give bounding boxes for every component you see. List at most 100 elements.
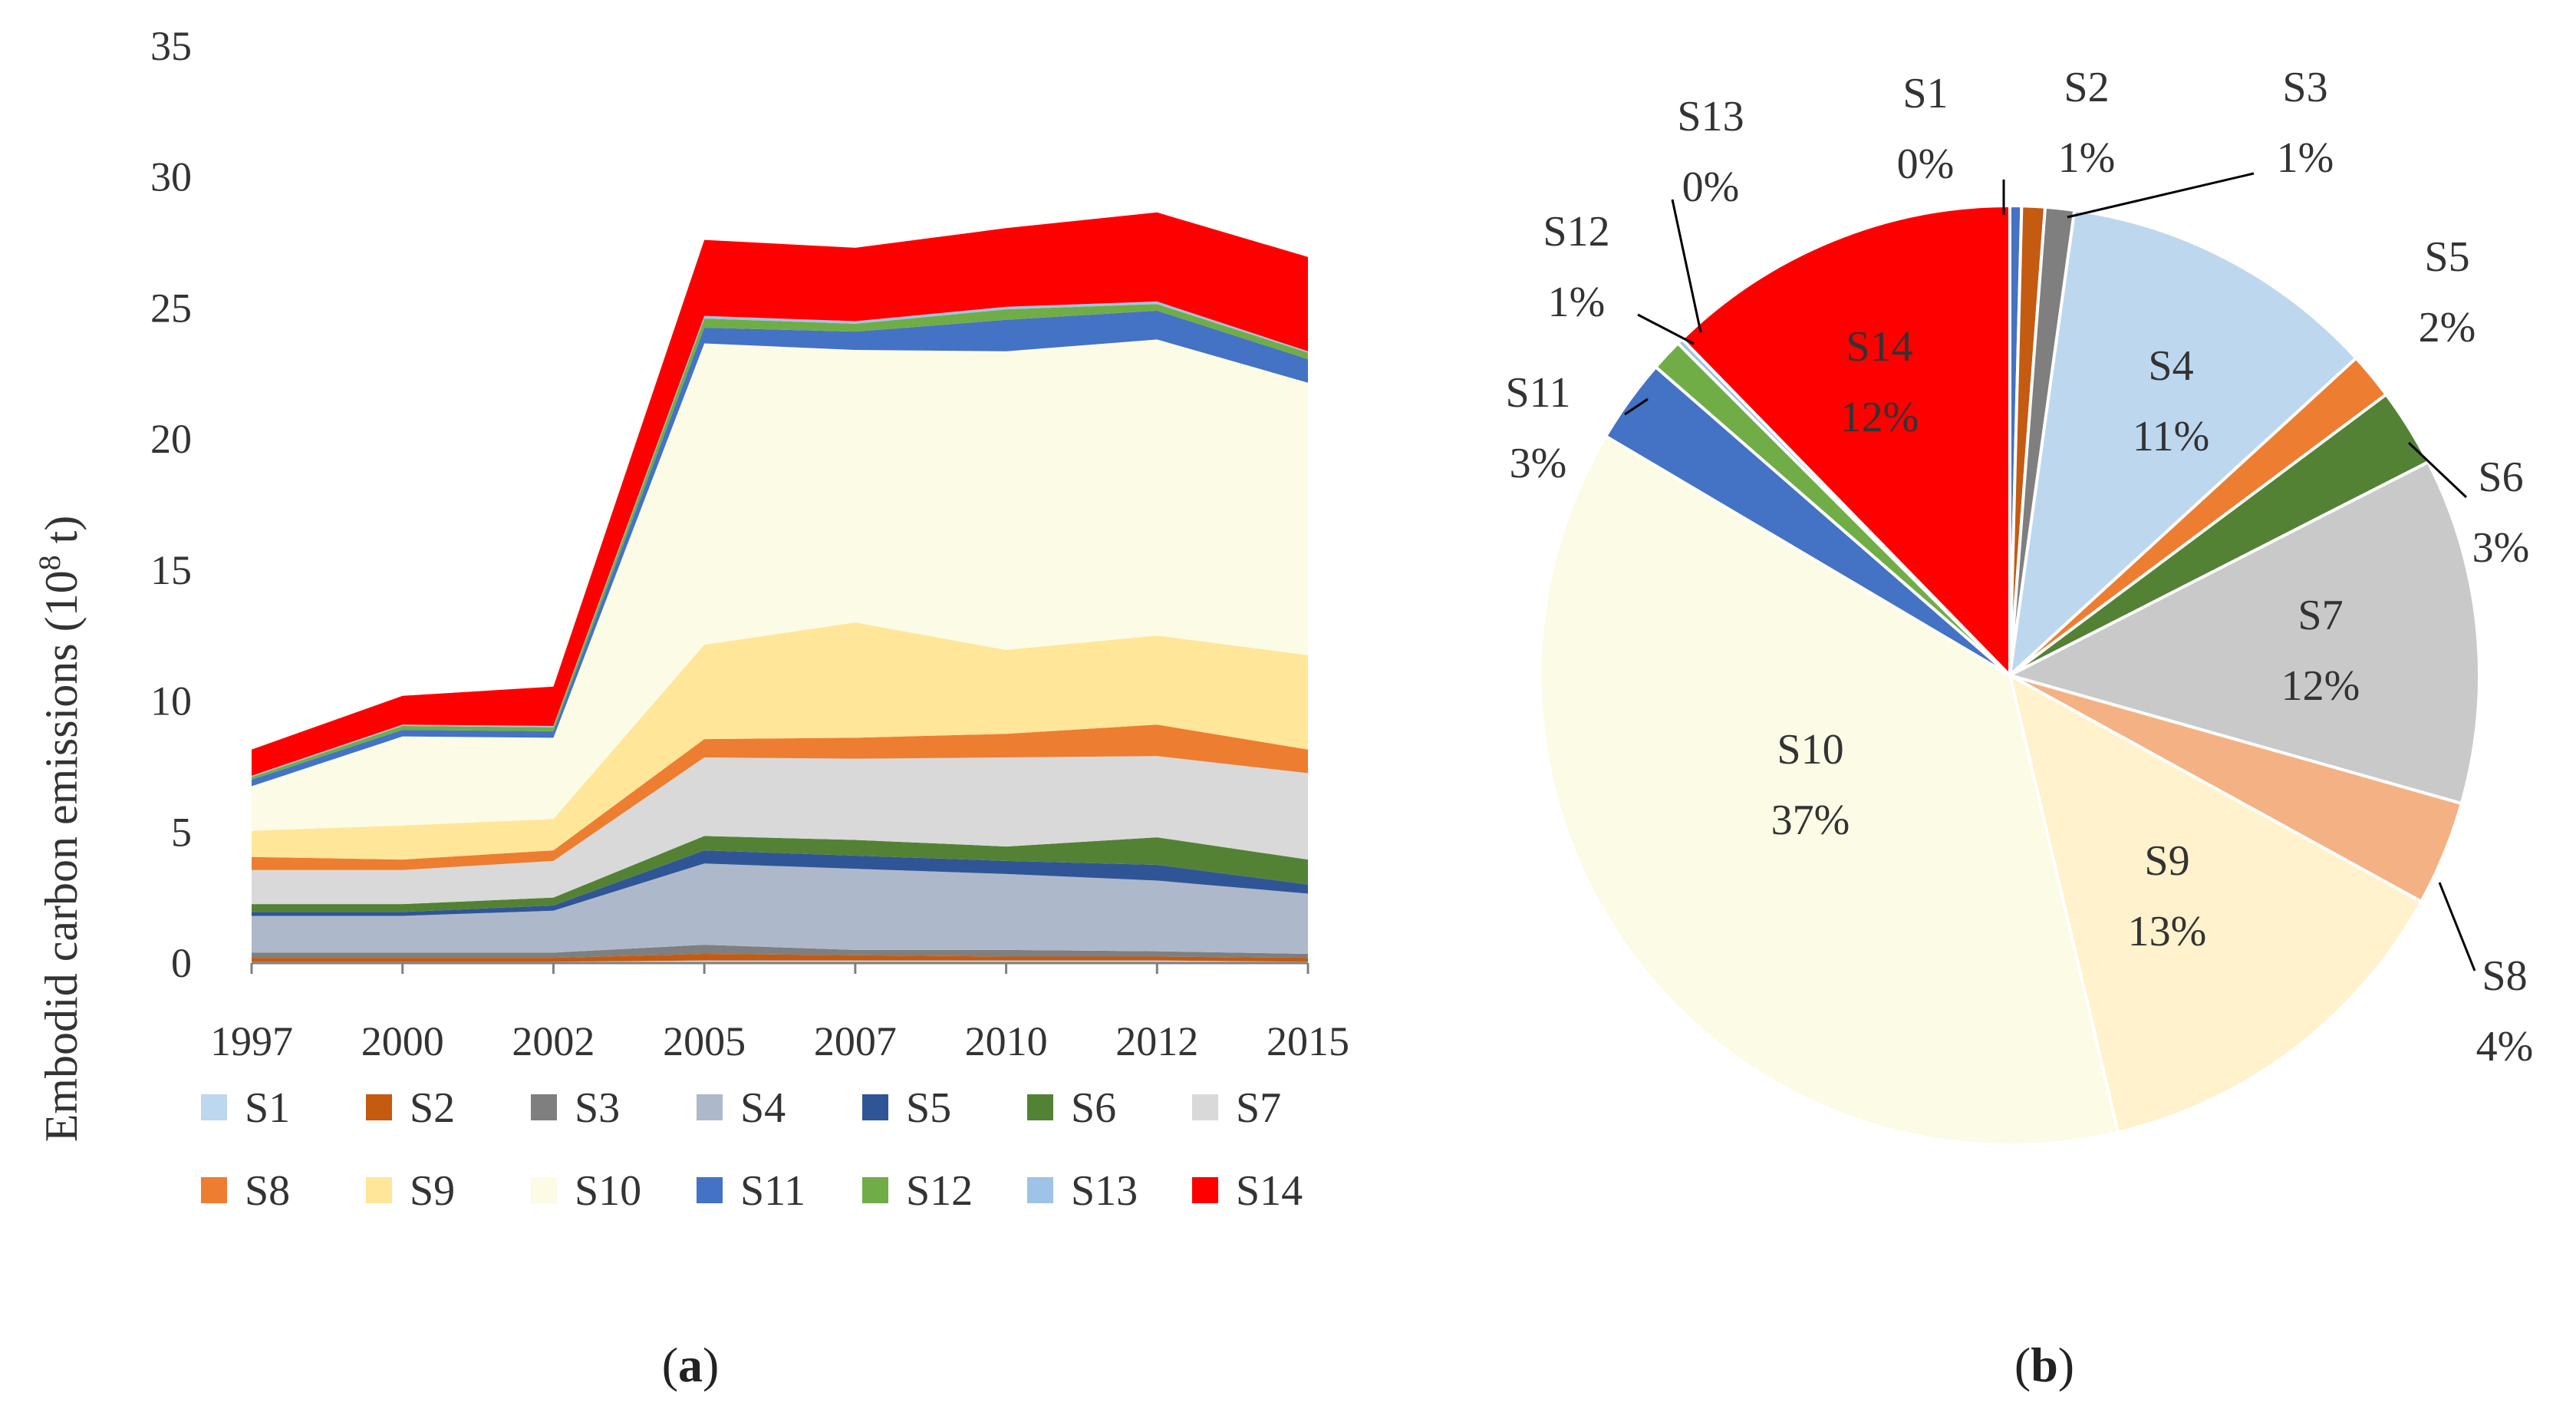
leader-line: [1637, 313, 1695, 345]
area-s8: [252, 724, 1308, 870]
legend-item-s3: S3: [531, 1084, 620, 1132]
caption-a-open: (: [662, 1338, 678, 1392]
caption-b-open: (: [2014, 1338, 2031, 1392]
legend-swatch: [1027, 1177, 1053, 1203]
legend-item-s12: S12: [862, 1167, 973, 1215]
pie-label-pct: 1%: [2058, 134, 2116, 182]
x-tick-labels: 1997 2000 2002 2005 2007 2010 2012 2015: [210, 1018, 1349, 1064]
legend-label: S5: [906, 1084, 951, 1132]
pie-label-pct: 3%: [2472, 524, 2530, 572]
y-axis-label-main: Embodid carbon emissions (10: [36, 570, 87, 1142]
pie-label-pct: 37%: [1771, 797, 1850, 844]
y-tick-label: 30: [150, 154, 192, 200]
legend-swatch: [366, 1094, 392, 1120]
legend-item-s7: S7: [1192, 1084, 1281, 1132]
x-tick-label: 2015: [1267, 1018, 1349, 1064]
pie-label-s6: S63%: [2472, 454, 2530, 572]
legend-swatch: [531, 1094, 557, 1120]
leader-line: [2438, 882, 2476, 972]
caption-b: (b): [2014, 1338, 2074, 1392]
area-s9: [252, 622, 1308, 860]
pie-label-name: S2: [2064, 64, 2109, 111]
area-s14: [252, 212, 1308, 776]
pie-slice-s10: [1539, 434, 2120, 1147]
x-tick-label: 2010: [965, 1018, 1048, 1064]
pie-label-name: S11: [1505, 369, 1570, 417]
pie-labels: S10%S21%S31%S411%S52%S63%S712%S84%S913%S…: [1505, 64, 2533, 1071]
area-s3: [252, 945, 1308, 958]
legend-swatch: [1192, 1094, 1218, 1120]
pie-slice-s14: [1679, 203, 2011, 679]
pie-label-name: S4: [2148, 342, 2193, 390]
pie-label-name: S12: [1543, 208, 1609, 256]
y-tick-label: 20: [150, 416, 192, 462]
legend-swatch: [862, 1177, 888, 1203]
legend-label: S2: [410, 1084, 455, 1132]
pie-label-name: S1: [1902, 70, 1948, 117]
legend: S1 S2 S3 S4 S5 S6 S7 S8 S9 S10 S11 S12 S13 S14: [201, 1084, 1303, 1215]
legend-swatch: [201, 1094, 227, 1120]
pie-label-pct: 12%: [2281, 662, 2360, 710]
legend-item-s11: S11: [697, 1167, 805, 1215]
legend-label: S14: [1236, 1167, 1303, 1215]
legend-label: S10: [575, 1167, 641, 1215]
x-tick-label: 2005: [663, 1018, 746, 1064]
caption-a-letter: a: [678, 1338, 703, 1392]
pie-label-pct: 1%: [1548, 279, 1606, 326]
pie-label-name: S14: [1846, 323, 1912, 371]
y-tick-label: 35: [150, 23, 192, 69]
legend-swatch: [201, 1177, 227, 1203]
legend-label: S4: [740, 1084, 786, 1132]
y-axis-label: Embodid carbon emissions (108 t): [32, 516, 87, 1143]
pie-label-name: S8: [2482, 952, 2527, 1000]
pie-label-pct: 3%: [1510, 440, 1567, 487]
legend-swatch: [366, 1177, 392, 1203]
legend-item-s1: S1: [201, 1084, 290, 1132]
legend-swatch: [1192, 1177, 1218, 1203]
x-tick-label: 2002: [512, 1018, 595, 1064]
pie-slice-s7: [2005, 460, 2481, 806]
legend-label: S3: [575, 1084, 620, 1132]
pie-label-name: S10: [1777, 726, 1843, 774]
pie-label-name: S3: [2282, 64, 2327, 111]
y-tick-label: 5: [171, 809, 192, 855]
legend-label: S12: [906, 1167, 973, 1215]
pie-slice-s9: [2008, 672, 2424, 1134]
area-s5: [252, 850, 1308, 916]
pie-chart: S10%S21%S31%S411%S52%S63%S712%S84%S913%S…: [1505, 64, 2533, 1392]
pie-label-pct: 4%: [2476, 1023, 2534, 1071]
pie-label-s8: S84%: [2476, 952, 2534, 1071]
legend-item-s10: S10: [531, 1167, 641, 1215]
legend-item-s8: S8: [201, 1167, 290, 1215]
pie-label-s2: S21%: [2058, 64, 2116, 182]
pie-label-name: S6: [2478, 454, 2523, 501]
area-s7: [252, 756, 1308, 905]
stacked-area-chart: 0 5 10 15 20 25 30 35 1997 2000 2002 2005 2007 2010 2…: [32, 23, 1349, 1392]
pie-label-pct: 13%: [2128, 908, 2207, 955]
legend-swatch: [862, 1094, 888, 1120]
legend-label: S9: [410, 1167, 455, 1215]
legend-label: S7: [1236, 1084, 1281, 1132]
legend-item-s6: S6: [1027, 1084, 1116, 1132]
pie-label-name: S5: [2424, 233, 2469, 281]
pie-label-s5: S52%: [2419, 233, 2476, 351]
legend-label: S11: [740, 1167, 805, 1215]
y-tick-label: 15: [150, 547, 192, 593]
x-tick-label: 2012: [1115, 1018, 1198, 1064]
area-series-group: [252, 212, 1308, 963]
legend-item-s14: S14: [1192, 1167, 1303, 1215]
legend-label: S13: [1071, 1167, 1138, 1215]
pie-slice-s4: [2008, 208, 2359, 680]
legend-item-s13: S13: [1027, 1167, 1138, 1215]
pie-label-pct: 11%: [2133, 413, 2210, 460]
pie-label-pct: 0%: [1682, 163, 1740, 211]
pie-leader-lines: [1624, 172, 2476, 972]
area-s6: [252, 836, 1308, 912]
